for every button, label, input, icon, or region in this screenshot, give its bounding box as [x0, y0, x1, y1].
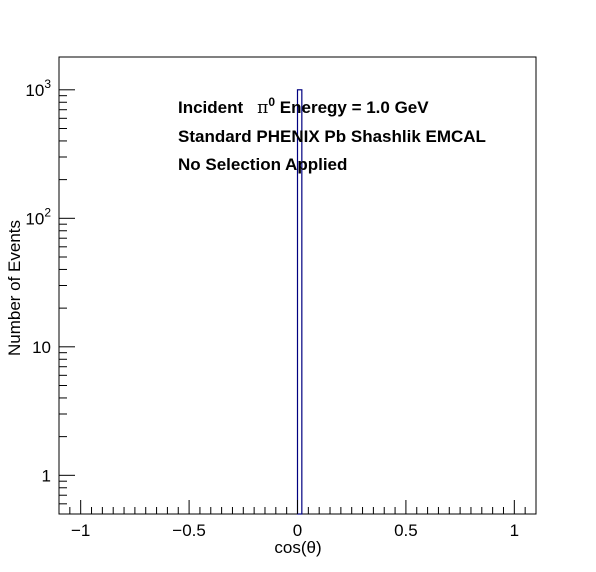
- annotation-line: No Selection Applied: [178, 155, 347, 174]
- y-tick-label: 102: [25, 205, 51, 228]
- x-tick-label: −1: [71, 521, 90, 540]
- y-tick-base: 1: [42, 466, 51, 485]
- y-tick-exponent: 3: [44, 77, 51, 91]
- x-tick-label: 0.5: [394, 521, 418, 540]
- annotation-prefix: Incident: [178, 98, 244, 117]
- x-tick-label: 1: [510, 521, 519, 540]
- x-tick-label: 0: [293, 521, 302, 540]
- y-tick-label: 1: [42, 466, 51, 485]
- x-tick-label: −0.5: [172, 521, 206, 540]
- y-tick-exponent: 2: [44, 205, 51, 219]
- annotation-symbol: π: [257, 98, 268, 118]
- y-tick-label: 103: [25, 77, 51, 100]
- x-axis-title: cos(θ): [274, 538, 321, 557]
- histogram-bin: [296, 89, 303, 515]
- y-tick-base: 10: [25, 81, 44, 100]
- y-tick-base: 10: [25, 209, 44, 228]
- annotation-superscript: 0: [268, 95, 275, 109]
- annotation-line: Standard PHENIX Pb Shashlik EMCAL: [178, 127, 486, 146]
- y-axis-title: Number of Events: [5, 220, 24, 356]
- annotation-suffix: Eneregy = 1.0 GeV: [275, 98, 429, 117]
- annotation-block: Incident π0 Eneregy = 1.0 GeV Standard PHE…: [178, 95, 486, 174]
- y-tick-label: 10: [32, 338, 51, 357]
- y-tick-base: 10: [32, 338, 51, 357]
- annotation-line: Incident π0 Eneregy = 1.0 GeV: [178, 95, 429, 118]
